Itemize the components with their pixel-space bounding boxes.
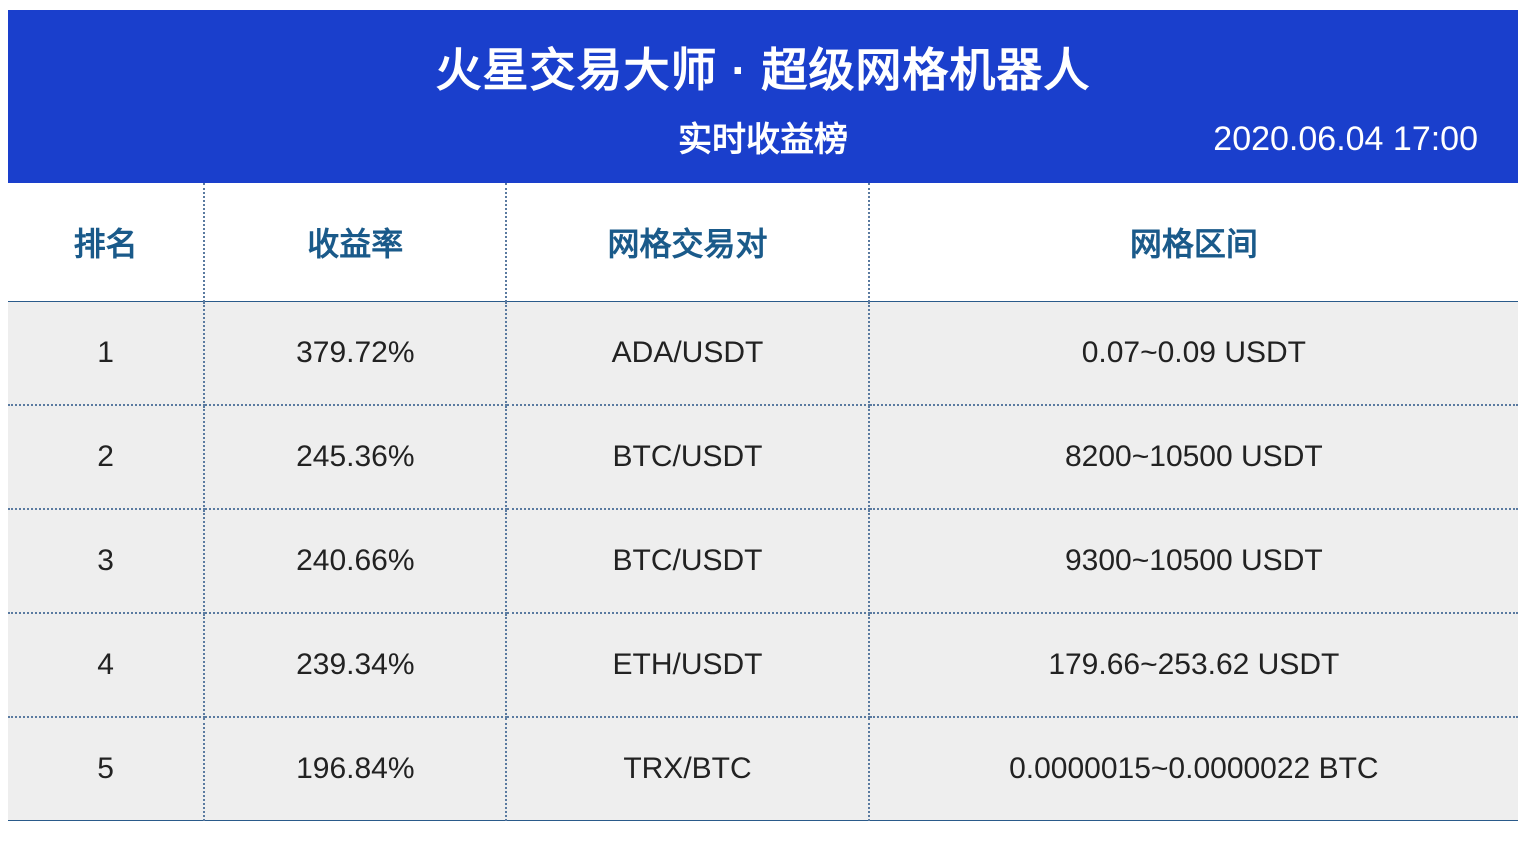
cell-pair: BTC/USDT [506, 405, 868, 509]
col-header-rank: 排名 [8, 183, 204, 302]
cell-range: 9300~10500 USDT [869, 509, 1518, 613]
cell-rate: 196.84% [204, 717, 506, 821]
table-row: 5 196.84% TRX/BTC 0.0000015~0.0000022 BT… [8, 717, 1518, 821]
cell-rate: 379.72% [204, 302, 506, 406]
cell-rank: 5 [8, 717, 204, 821]
cell-rate: 239.34% [204, 613, 506, 717]
leaderboard-container: 火星交易大师 · 超级网格机器人 实时收益榜 2020.06.04 17:00 … [8, 0, 1518, 821]
table-row: 3 240.66% BTC/USDT 9300~10500 USDT [8, 509, 1518, 613]
cell-range: 0.0000015~0.0000022 BTC [869, 717, 1518, 821]
cell-range: 179.66~253.62 USDT [869, 613, 1518, 717]
col-header-rate: 收益率 [204, 183, 506, 302]
col-header-pair: 网格交易对 [506, 183, 868, 302]
cell-range: 8200~10500 USDT [869, 405, 1518, 509]
table-body: 1 379.72% ADA/USDT 0.07~0.09 USDT 2 245.… [8, 302, 1518, 821]
leaderboard-table: 排名 收益率 网格交易对 网格区间 1 379.72% ADA/USDT 0.0… [8, 183, 1518, 821]
cell-rate: 240.66% [204, 509, 506, 613]
timestamp: 2020.06.04 17:00 [1213, 120, 1478, 159]
col-header-range: 网格区间 [869, 183, 1518, 302]
table-row: 1 379.72% ADA/USDT 0.07~0.09 USDT [8, 302, 1518, 406]
cell-pair: ADA/USDT [506, 302, 868, 406]
cell-rank: 1 [8, 302, 204, 406]
cell-pair: ETH/USDT [506, 613, 868, 717]
cell-rank: 2 [8, 405, 204, 509]
cell-range: 0.07~0.09 USDT [869, 302, 1518, 406]
cell-pair: TRX/BTC [506, 717, 868, 821]
cell-pair: BTC/USDT [506, 509, 868, 613]
table-header-row: 排名 收益率 网格交易对 网格区间 [8, 183, 1518, 302]
cell-rank: 3 [8, 509, 204, 613]
cell-rate: 245.36% [204, 405, 506, 509]
header: 火星交易大师 · 超级网格机器人 实时收益榜 2020.06.04 17:00 [8, 10, 1518, 183]
table-row: 2 245.36% BTC/USDT 8200~10500 USDT [8, 405, 1518, 509]
table-row: 4 239.34% ETH/USDT 179.66~253.62 USDT [8, 613, 1518, 717]
cell-rank: 4 [8, 613, 204, 717]
title: 火星交易大师 · 超级网格机器人 [48, 34, 1478, 100]
